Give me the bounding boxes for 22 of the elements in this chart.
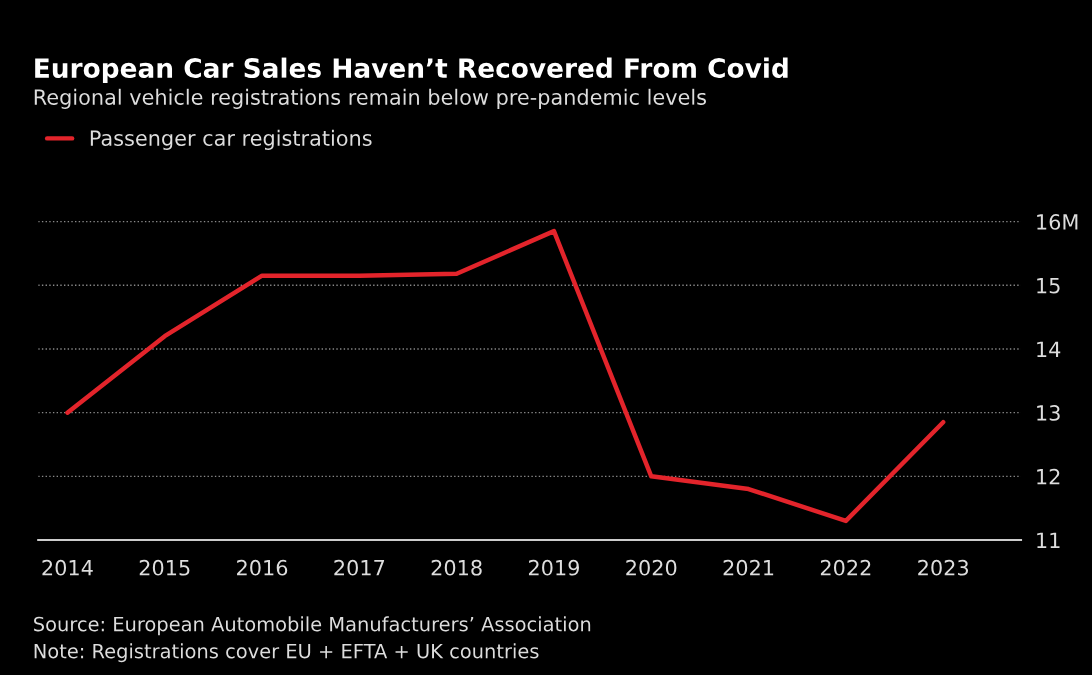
x-tick-label: 2017 bbox=[334, 559, 385, 576]
chart-subtitle: Regional vehicle registrations remain below pre-pandemic levels bbox=[34, 88, 706, 109]
text: Note: Registrations cover EU + EFTA + UK countries bbox=[34, 643, 539, 663]
y-tick-label: 11 bbox=[1037, 532, 1060, 548]
x-tick-label: 2020 bbox=[626, 559, 677, 576]
x-tick-label: 2018 bbox=[431, 559, 482, 576]
x-tick-label: 2016 bbox=[237, 559, 288, 576]
x-tick-label: 2021 bbox=[723, 559, 774, 576]
x-tick-label: 2019 bbox=[528, 559, 579, 576]
x-tick-label: 2014 bbox=[42, 559, 93, 576]
y-tick-label: 15 bbox=[1037, 278, 1060, 294]
source-note: Source: European Automobile Manufacturers’ Association bbox=[34, 616, 591, 636]
y-tick-label: 14 bbox=[1037, 341, 1061, 357]
legend-label: Passenger car registrations bbox=[90, 129, 372, 150]
y-tick-label: 13 bbox=[1037, 405, 1060, 421]
x-tick-label: 2022 bbox=[820, 559, 871, 576]
line-series bbox=[65, 228, 946, 524]
y-tick-label: 16M bbox=[1037, 214, 1078, 230]
y-tick-label: 12 bbox=[1037, 468, 1060, 485]
x-tick-label: 2023 bbox=[918, 559, 969, 576]
chart-title: European Car Sales Haven’t Recovered From Covid bbox=[35, 57, 788, 84]
x-tick-label: 2015 bbox=[139, 559, 190, 576]
